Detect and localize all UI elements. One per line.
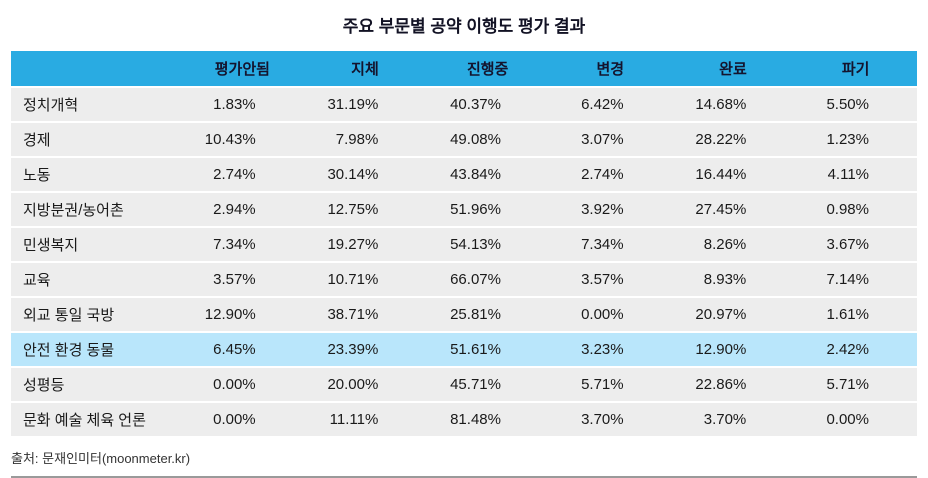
- value-cell: 5.71%: [794, 368, 917, 401]
- table-row: 지방분권/농어촌 2.94% 12.75% 51.96% 3.92% 27.45% 0.98…: [11, 193, 917, 226]
- value-cell: 7.98%: [303, 123, 427, 156]
- value-cell: 3.70%: [671, 403, 795, 436]
- row-label-cell: 경제: [11, 123, 181, 156]
- row-label-cell: 노동: [11, 158, 181, 191]
- value-cell: 43.84%: [426, 158, 549, 191]
- row-label-cell: 정치개혁: [11, 88, 181, 121]
- table-row: 경제 10.43% 7.98% 49.08% 3.07% 28.22% 1.23%: [11, 123, 917, 156]
- row-label-cell: 성평등: [11, 368, 181, 401]
- header-cell: 진행중: [426, 51, 549, 86]
- value-cell: 19.27%: [303, 228, 427, 261]
- value-cell: 2.94%: [181, 193, 304, 226]
- value-cell: 3.07%: [548, 123, 672, 156]
- value-cell: 2.74%: [548, 158, 672, 191]
- value-cell: 16.44%: [671, 158, 795, 191]
- value-cell: 51.96%: [426, 193, 549, 226]
- value-cell: 8.26%: [671, 228, 795, 261]
- value-cell: 0.00%: [181, 368, 304, 401]
- value-cell: 45.71%: [426, 368, 549, 401]
- row-label-cell: 지방분권/농어촌: [11, 193, 181, 226]
- value-cell: 3.92%: [548, 193, 672, 226]
- value-cell: 0.98%: [794, 193, 917, 226]
- table-row: 민생복지 7.34% 19.27% 54.13% 7.34% 8.26% 3.67%: [11, 228, 917, 261]
- value-cell: 6.45%: [181, 333, 304, 366]
- value-cell: 12.75%: [303, 193, 427, 226]
- table-body: 정치개혁 1.83% 31.19% 40.37% 6.42% 14.68% 5.50% 경제 1…: [11, 88, 917, 436]
- value-cell: 5.71%: [548, 368, 672, 401]
- value-cell: 1.23%: [794, 123, 917, 156]
- value-cell: 23.39%: [303, 333, 427, 366]
- table-row: 교육 3.57% 10.71% 66.07% 3.57% 8.93% 7.14%: [11, 263, 917, 296]
- value-cell: 7.34%: [181, 228, 304, 261]
- header-cell-empty: [11, 51, 181, 86]
- header-cell: 파기: [794, 51, 917, 86]
- value-cell: 27.45%: [671, 193, 795, 226]
- value-cell: 0.00%: [794, 403, 917, 436]
- value-cell: 3.70%: [548, 403, 672, 436]
- table-row: 정치개혁 1.83% 31.19% 40.37% 6.42% 14.68% 5.50%: [11, 88, 917, 121]
- value-cell: 3.57%: [181, 263, 304, 296]
- value-cell: 7.14%: [794, 263, 917, 296]
- value-cell: 11.11%: [303, 403, 427, 436]
- value-cell: 12.90%: [181, 298, 304, 331]
- value-cell: 3.57%: [548, 263, 672, 296]
- value-cell: 0.00%: [548, 298, 672, 331]
- value-cell: 20.00%: [303, 368, 427, 401]
- value-cell: 81.48%: [426, 403, 549, 436]
- value-cell: 14.68%: [671, 88, 795, 121]
- value-cell: 49.08%: [426, 123, 549, 156]
- header-cell: 변경: [548, 51, 672, 86]
- value-cell: 10.71%: [303, 263, 427, 296]
- value-cell: 0.00%: [181, 403, 304, 436]
- value-cell: 51.61%: [426, 333, 549, 366]
- value-cell: 25.81%: [426, 298, 549, 331]
- table-row: 노동 2.74% 30.14% 43.84% 2.74% 16.44% 4.11%: [11, 158, 917, 191]
- value-cell: 66.07%: [426, 263, 549, 296]
- value-cell: 31.19%: [303, 88, 427, 121]
- page: 주요 부문별 공약 이행도 평가 결과 평가안됨 지체 진행중 변경 완료 파기 정치개혁…: [11, 17, 917, 478]
- value-cell: 7.34%: [548, 228, 672, 261]
- value-cell: 6.42%: [548, 88, 672, 121]
- table-row: 외교 통일 국방 12.90% 38.71% 25.81% 0.00% 20.97% 1.6…: [11, 298, 917, 331]
- row-label-cell: 안전 환경 동물: [11, 333, 181, 366]
- value-cell: 28.22%: [671, 123, 795, 156]
- table-header: 평가안됨 지체 진행중 변경 완료 파기: [11, 51, 917, 86]
- header-cell: 지체: [303, 51, 427, 86]
- value-cell: 38.71%: [303, 298, 427, 331]
- row-label-cell: 교육: [11, 263, 181, 296]
- value-cell: 4.11%: [794, 158, 917, 191]
- table-row: 성평등 0.00% 20.00% 45.71% 5.71% 22.86% 5.71%: [11, 368, 917, 401]
- value-cell: 12.90%: [671, 333, 795, 366]
- value-cell: 2.74%: [181, 158, 304, 191]
- table-row: 안전 환경 동물 6.45% 23.39% 51.61% 3.23% 12.90% 2.42…: [11, 333, 917, 366]
- value-cell: 10.43%: [181, 123, 304, 156]
- table-row: 문화 예술 체육 언론 0.00% 11.11% 81.48% 3.70% 3.70% 0.…: [11, 403, 917, 436]
- value-cell: 30.14%: [303, 158, 427, 191]
- value-cell: 40.37%: [426, 88, 549, 121]
- value-cell: 2.42%: [794, 333, 917, 366]
- value-cell: 3.23%: [548, 333, 672, 366]
- value-cell: 5.50%: [794, 88, 917, 121]
- header-cell: 완료: [671, 51, 795, 86]
- row-label-cell: 외교 통일 국방: [11, 298, 181, 331]
- value-cell: 54.13%: [426, 228, 549, 261]
- value-cell: 1.61%: [794, 298, 917, 331]
- value-cell: 22.86%: [671, 368, 795, 401]
- value-cell: 20.97%: [671, 298, 795, 331]
- row-label-cell: 민생복지: [11, 228, 181, 261]
- value-cell: 3.67%: [794, 228, 917, 261]
- value-cell: 8.93%: [671, 263, 795, 296]
- evaluation-table: 평가안됨 지체 진행중 변경 완료 파기 정치개혁 1.83% 31.19% 40.37% 6.4…: [11, 49, 917, 438]
- row-label-cell: 문화 예술 체육 언론: [11, 403, 181, 436]
- page-title: 주요 부문별 공약 이행도 평가 결과: [342, 17, 586, 36]
- header-cell: 평가안됨: [181, 51, 304, 86]
- header-row: 평가안됨 지체 진행중 변경 완료 파기: [11, 51, 917, 86]
- value-cell: 1.83%: [181, 88, 304, 121]
- source-note: 출처: 문재인미터(moonmeter.kr): [11, 451, 191, 466]
